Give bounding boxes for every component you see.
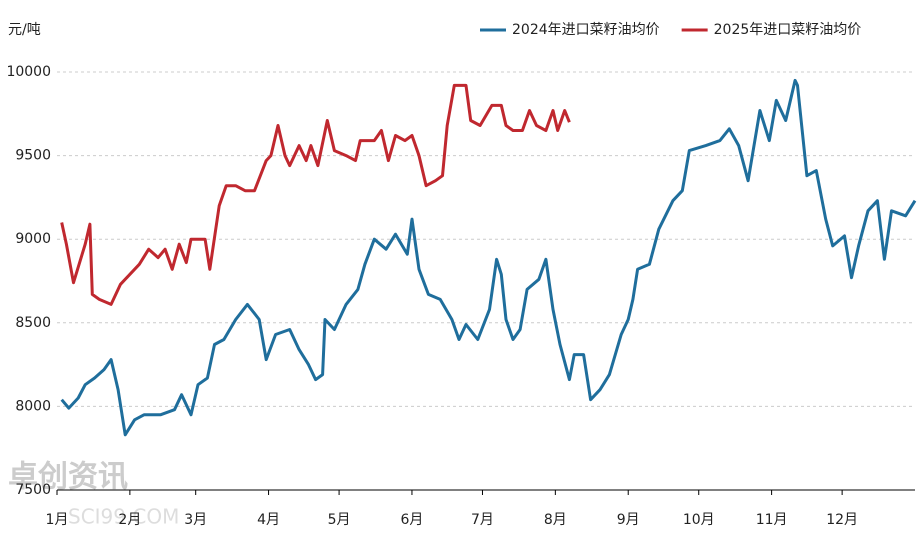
x-tick-label: 1月	[46, 512, 69, 528]
x-tick-label: 9月	[617, 512, 640, 528]
x-tick-label: 11月	[756, 512, 788, 528]
series-line	[60, 78, 917, 437]
legend-label: 2025年进口菜籽油均价	[714, 22, 862, 38]
y-tick-label: 10000	[6, 64, 51, 80]
x-tick-label: 3月	[184, 512, 207, 528]
y-tick-label: 9500	[15, 148, 51, 164]
x-tick-label: 6月	[400, 512, 423, 528]
y-axis-label: 元/吨	[8, 22, 41, 38]
x-tick-label: 7月	[471, 512, 494, 528]
x-tick-label: 10月	[683, 512, 715, 528]
x-tick-label: 5月	[328, 512, 351, 528]
x-tick-label: 12月	[826, 512, 858, 528]
series-line	[60, 83, 571, 306]
y-tick-label: 7500	[15, 482, 51, 498]
legend-label: 2024年进口菜籽油均价	[512, 22, 660, 38]
x-tick-label: 8月	[544, 512, 567, 528]
y-tick-label: 8000	[15, 398, 51, 414]
x-tick-label: 4月	[257, 512, 280, 528]
x-tick-label: 2月	[118, 512, 141, 528]
y-tick-label: 8500	[15, 315, 51, 331]
watermark-sub: SCI99.COM	[68, 505, 179, 529]
y-tick-label: 9000	[15, 231, 51, 247]
watermark: 卓创资讯	[8, 460, 128, 495]
